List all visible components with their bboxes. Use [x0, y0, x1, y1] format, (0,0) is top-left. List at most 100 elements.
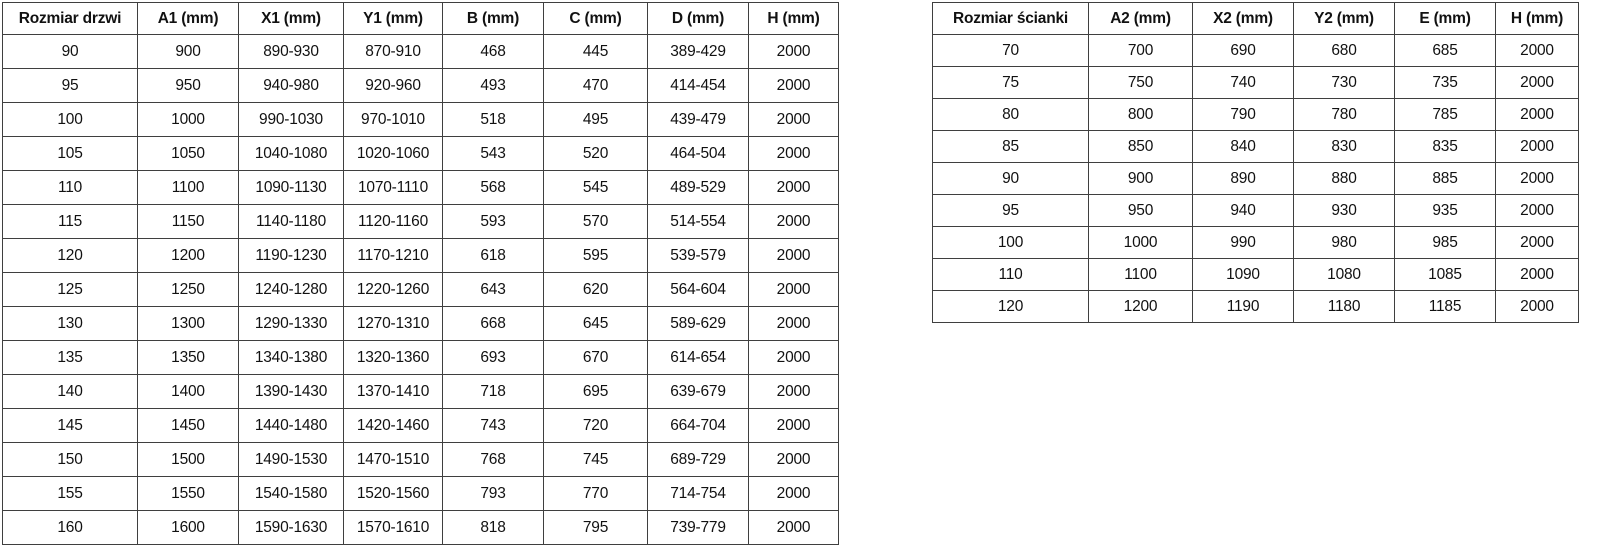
- table-cell: 714-754: [647, 476, 749, 511]
- table-cell: 1420-1460: [343, 408, 443, 443]
- table-cell: 2000: [748, 102, 839, 137]
- table-cell: 2000: [748, 136, 839, 171]
- table-cell: 95: [932, 194, 1089, 227]
- table-cell: 1090-1130: [238, 170, 344, 205]
- table-cell: 489-529: [647, 170, 749, 205]
- table-cell: 970-1010: [343, 102, 443, 137]
- table-cell: 1370-1410: [343, 374, 443, 409]
- table-cell: 589-629: [647, 306, 749, 341]
- table-cell: 693: [442, 340, 544, 375]
- table-cell: 1040-1080: [238, 136, 344, 171]
- table-cell: 514-554: [647, 204, 749, 239]
- table-cell: 770: [543, 476, 648, 511]
- table-cell: 2000: [748, 238, 839, 273]
- table-cell: 795: [543, 510, 648, 545]
- column-header: X2 (mm): [1192, 2, 1294, 35]
- table-cell: 468: [442, 34, 544, 69]
- table-cell: 520: [543, 136, 648, 171]
- table-cell: 100: [932, 226, 1089, 259]
- table-cell: 700: [1088, 34, 1193, 67]
- table-cell: 595: [543, 238, 648, 273]
- column-header: A1 (mm): [137, 2, 239, 35]
- table-cell: 1080: [1293, 258, 1395, 291]
- table-cell: 718: [442, 374, 544, 409]
- table-cell: 120: [932, 290, 1089, 323]
- table-cell: 1400: [137, 374, 239, 409]
- table-cell: 120: [2, 238, 138, 273]
- table-cell: 1450: [137, 408, 239, 443]
- table-row: 90 900 890 880 885 2000: [932, 162, 1579, 195]
- table-cell: 75: [932, 66, 1089, 99]
- table-row: 130 1300 1290-1330 1270-1310 668 645 589-629 20…: [2, 306, 839, 341]
- table-cell: 1200: [137, 238, 239, 273]
- table-row: 95 950 940-980 920-960 493 470 414-454 2000: [2, 68, 839, 103]
- table-row: 115 1150 1140-1180 1120-1160 593 570 514-554 20…: [2, 204, 839, 239]
- table-cell: 680: [1293, 34, 1395, 67]
- table-cell: 739-779: [647, 510, 749, 545]
- table-row: 100 1000 990-1030 970-1010 518 495 439-479 2000: [2, 102, 839, 137]
- table-cell: 835: [1394, 130, 1496, 163]
- table-cell: 645: [543, 306, 648, 341]
- table-cell: 545: [543, 170, 648, 205]
- table-cell: 1050: [137, 136, 239, 171]
- table-row: 160 1600 1590-1630 1570-1610 818 795 739-779 20…: [2, 510, 839, 545]
- table-cell: 900: [137, 34, 239, 69]
- table-cell: 445: [543, 34, 648, 69]
- table-cell: 1350: [137, 340, 239, 375]
- column-header: Y1 (mm): [343, 2, 443, 35]
- table-cell: 740: [1192, 66, 1294, 99]
- table-cell: 470: [543, 68, 648, 103]
- table-cell: 1490-1530: [238, 442, 344, 477]
- table-cell: 930: [1293, 194, 1395, 227]
- table-cell: 115: [2, 204, 138, 239]
- column-header: H (mm): [748, 2, 839, 35]
- table-cell: 2000: [748, 442, 839, 477]
- table-cell: 85: [932, 130, 1089, 163]
- table-cell: 518: [442, 102, 544, 137]
- table-cell: 493: [442, 68, 544, 103]
- table-cell: 2000: [1495, 98, 1579, 131]
- table-cell: 695: [543, 374, 648, 409]
- door-dimensions-table: Rozmiar drzwi A1 (mm) X1 (mm) Y1 (mm) B (mm)…: [2, 2, 839, 545]
- table-cell: 80: [932, 98, 1089, 131]
- table-row: 100 1000 990 980 985 2000: [932, 226, 1579, 259]
- table-cell: 940: [1192, 194, 1294, 227]
- table-cell: 2000: [748, 68, 839, 103]
- table-cell: 950: [137, 68, 239, 103]
- table-cell: 745: [543, 442, 648, 477]
- table-cell: 790: [1192, 98, 1294, 131]
- column-header: B (mm): [442, 2, 544, 35]
- table-cell: 2000: [748, 510, 839, 545]
- table-cell: 593: [442, 204, 544, 239]
- table-cell: 70: [932, 34, 1089, 67]
- column-header: Rozmiar drzwi: [2, 2, 138, 35]
- table-cell: 1520-1560: [343, 476, 443, 511]
- table-cell: 464-504: [647, 136, 749, 171]
- table-row: 125 1250 1240-1280 1220-1260 643 620 564-604 20…: [2, 272, 839, 307]
- table-cell: 639-679: [647, 374, 749, 409]
- table-cell: 539-579: [647, 238, 749, 273]
- column-header: X1 (mm): [238, 2, 344, 35]
- table-cell: 920-960: [343, 68, 443, 103]
- table-cell: 568: [442, 170, 544, 205]
- table-row: 120 1200 1190-1230 1170-1210 618 595 539-579 20…: [2, 238, 839, 273]
- table-cell: 990: [1192, 226, 1294, 259]
- table-cell: 110: [932, 258, 1089, 291]
- table-row: 150 1500 1490-1530 1470-1510 768 745 689-729 20…: [2, 442, 839, 477]
- table-cell: 2000: [1495, 130, 1579, 163]
- table-cell: 570: [543, 204, 648, 239]
- wall-table-body: 70 700 690 680 685 2000 75 750 740 730 735 2000 80 80…: [932, 34, 1579, 323]
- table-cell: 1180: [1293, 290, 1395, 323]
- table-cell: 1270-1310: [343, 306, 443, 341]
- column-header: Rozmiar ścianki: [932, 2, 1089, 35]
- column-header: C (mm): [543, 2, 648, 35]
- table-cell: 1150: [137, 204, 239, 239]
- table-cell: 2000: [1495, 34, 1579, 67]
- table-cell: 830: [1293, 130, 1395, 163]
- table-cell: 90: [2, 34, 138, 69]
- table-row: 145 1450 1440-1480 1420-1460 743 720 664-704 20…: [2, 408, 839, 443]
- table-cell: 2000: [748, 204, 839, 239]
- table-cell: 890: [1192, 162, 1294, 195]
- table-cell: 885: [1394, 162, 1496, 195]
